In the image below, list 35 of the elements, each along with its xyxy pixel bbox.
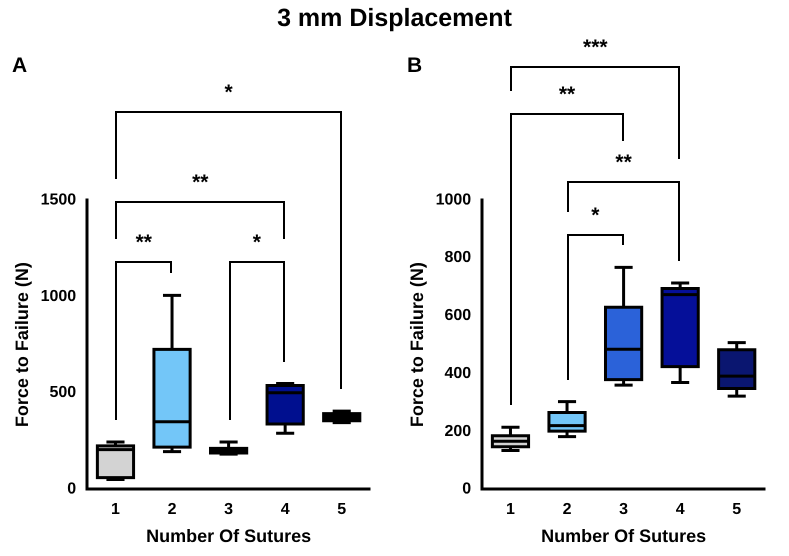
annotation: * [591,204,600,228]
y-tick-label: 1000 [40,288,76,305]
x-axis-title: Number Of Sutures [541,526,706,546]
x-tick-label: 3 [224,501,234,518]
x-tick-label: 1 [506,501,516,518]
text: A [12,54,28,78]
y-tick-label: 0 [67,480,76,498]
x-tick-label: 2 [562,501,572,518]
x-tick-label: 1 [111,501,120,518]
y-tick-label: 200 [444,422,472,440]
x-tick-label: 3 [619,501,628,518]
x-tick-label: 5 [337,501,346,518]
y-axis-title: Force to Failure (N) [406,262,427,428]
y-tick-label: 1000 [436,191,472,208]
y-tick-label: 500 [49,384,76,402]
text: ** [558,83,576,108]
y-tick-label: 600 [444,307,472,324]
x-tick-label: 4 [676,501,685,518]
y-tick-label: 0 [462,480,472,498]
annotation: * [252,230,261,255]
text: ** [615,151,632,176]
chart-title: 3 mm Displacement [276,4,513,33]
y-axis-title: Force to Failure (N) [12,262,32,428]
y-tick-label: 800 [444,249,472,266]
annotation: ** [136,230,152,255]
x-axis-title: Number Of Sutures [146,526,312,546]
text: B [407,54,422,78]
x-tick-label: 2 [168,501,177,518]
x-tick-label: 5 [732,501,742,518]
text: * [224,81,233,106]
y-tick-label: 400 [444,364,472,382]
y-tick-label: 1500 [40,191,76,208]
text: ** [192,170,208,195]
x-tick-label: 4 [280,501,290,518]
text: *** [583,36,608,60]
